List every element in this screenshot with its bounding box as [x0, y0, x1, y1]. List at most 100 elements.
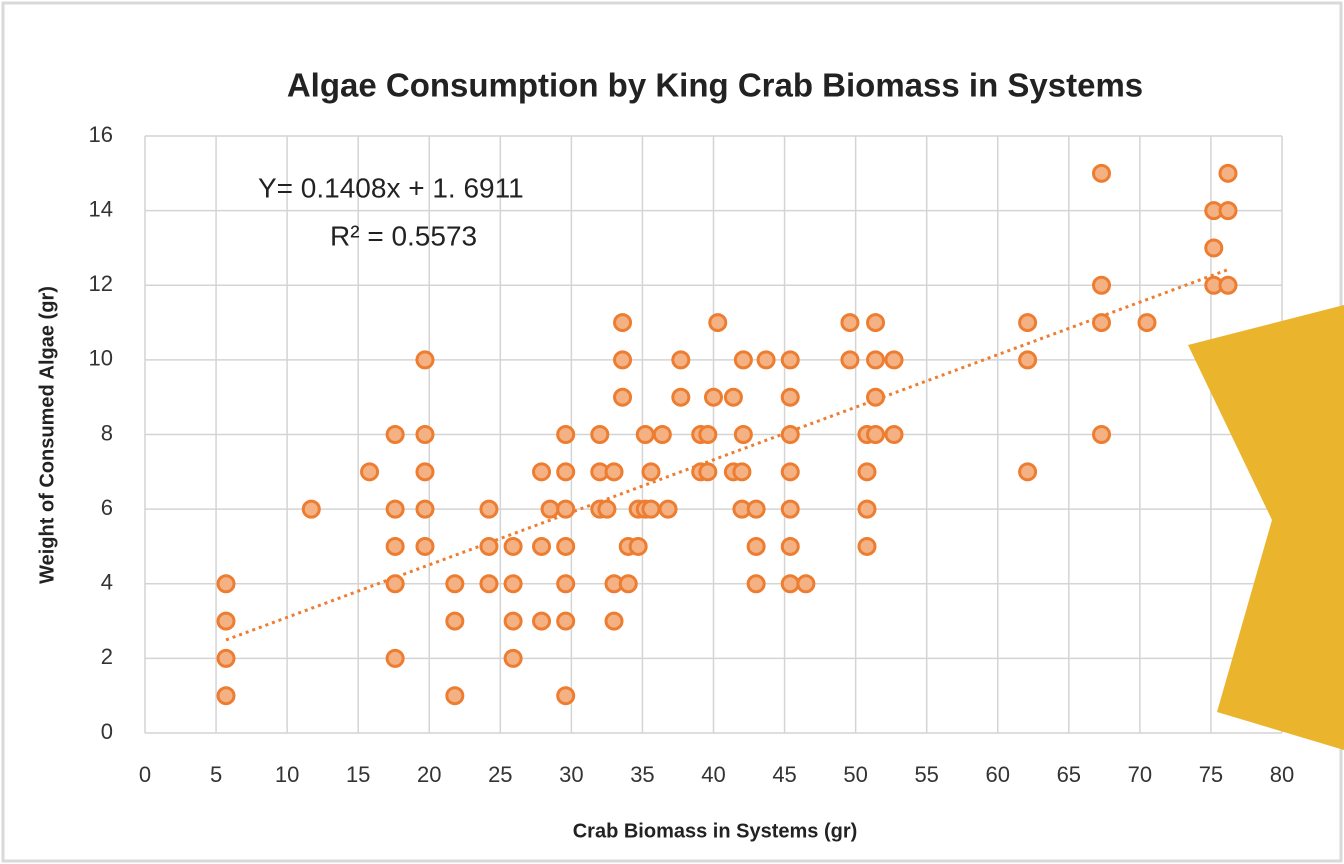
data-point: [866, 387, 886, 407]
data-point: [385, 425, 405, 444]
data-point: [503, 536, 523, 556]
data-point: [385, 536, 405, 556]
x-tick-label: 60: [986, 762, 1010, 787]
equation: Y= 0.1408x + 1. 6911: [258, 172, 524, 203]
x-tick-label: 65: [1057, 762, 1081, 787]
y-axis-title: Weight of Consumed Algae (gr): [36, 286, 58, 584]
data-point: [618, 574, 638, 594]
data-point: [385, 574, 405, 594]
data-point: [658, 499, 678, 519]
y-tick-label: 4: [101, 570, 113, 595]
data-point: [698, 425, 718, 444]
data-point: [503, 648, 523, 668]
data-point: [652, 425, 672, 444]
data-point: [780, 574, 800, 594]
x-tick-label: 25: [488, 762, 512, 787]
data-point: [532, 462, 552, 482]
data-point: [732, 462, 752, 482]
data-point: [385, 499, 405, 519]
data-point: [641, 499, 661, 519]
data-point: [704, 387, 723, 407]
data-point: [556, 611, 576, 631]
data-point: [866, 425, 886, 444]
data-point: [1218, 163, 1238, 183]
data-point: [1218, 201, 1238, 221]
plot-area: 0 2 4 6 8 10 12 14 16 0 5 10 15 20 25 30 35 40 45 50 55 60 65 7…: [89, 122, 1295, 787]
data-point: [445, 574, 465, 594]
data-point: [613, 350, 633, 370]
y-tick-label: 6: [101, 495, 113, 520]
x-tick-label: 0: [139, 762, 151, 787]
x-tick-label: 20: [417, 762, 441, 787]
y-tick-label: 2: [101, 644, 113, 669]
x-tick-label: 70: [1128, 762, 1152, 787]
data-point: [857, 462, 877, 482]
y-tick-label: 0: [101, 719, 113, 744]
data-point: [479, 499, 499, 519]
decorative-chevron: [1188, 305, 1344, 750]
data-point: [780, 462, 800, 482]
data-point: [857, 536, 877, 556]
data-point: [415, 499, 435, 519]
x-axis-title: Crab Biomass in Systems (gr): [573, 820, 858, 842]
data-point: [884, 425, 904, 444]
data-point: [532, 536, 552, 556]
data-point: [415, 462, 435, 482]
data-point: [733, 350, 753, 370]
x-tick-label: 10: [275, 762, 299, 787]
data-point: [590, 425, 610, 444]
x-tick-label: 15: [346, 762, 370, 787]
x-tick-label: 45: [772, 762, 796, 787]
data-point: [866, 313, 886, 333]
data-point: [613, 387, 633, 407]
data-point: [840, 350, 860, 370]
data-point: [780, 350, 800, 370]
data-point: [1092, 163, 1112, 183]
data-point: [301, 499, 321, 519]
data-point: [540, 499, 560, 519]
data-point: [796, 574, 816, 594]
data-point: [628, 536, 648, 556]
x-tick-label: 80: [1270, 762, 1294, 787]
data-point: [780, 425, 800, 444]
data-point: [216, 648, 236, 668]
x-tick-label: 55: [914, 762, 938, 787]
data-point: [1092, 425, 1112, 444]
data-point: [604, 462, 624, 482]
data-point: [746, 536, 766, 556]
y-tick-label: 8: [101, 420, 113, 445]
data-point: [415, 425, 435, 444]
data-point: [641, 462, 661, 482]
data-point: [1137, 313, 1157, 333]
data-point: [635, 425, 655, 444]
data-point: [698, 462, 718, 482]
x-tick-label: 5: [210, 762, 222, 787]
data-point: [597, 499, 617, 519]
data-point: [884, 350, 904, 370]
data-point: [503, 611, 523, 631]
data-point: [723, 387, 743, 407]
data-point: [733, 425, 753, 444]
data-point: [1018, 462, 1038, 482]
x-tick-label: 30: [559, 762, 583, 787]
data-point: [385, 648, 405, 668]
y-tick-label: 10: [89, 346, 113, 371]
data-point: [360, 462, 380, 482]
data-point: [532, 611, 552, 631]
data-point: [708, 313, 728, 333]
data-point: [1218, 275, 1238, 295]
data-point: [780, 536, 800, 556]
y-tick-label: 16: [89, 122, 113, 147]
data-point: [415, 350, 435, 370]
data-point: [780, 499, 800, 519]
data-point: [604, 611, 624, 631]
data-point: [556, 462, 576, 482]
data-point: [556, 425, 576, 444]
data-point: [556, 499, 576, 519]
data-point: [415, 536, 435, 556]
data-point: [479, 574, 499, 594]
chart-title: Algae Consumption by King Crab Biomass i…: [287, 67, 1143, 104]
